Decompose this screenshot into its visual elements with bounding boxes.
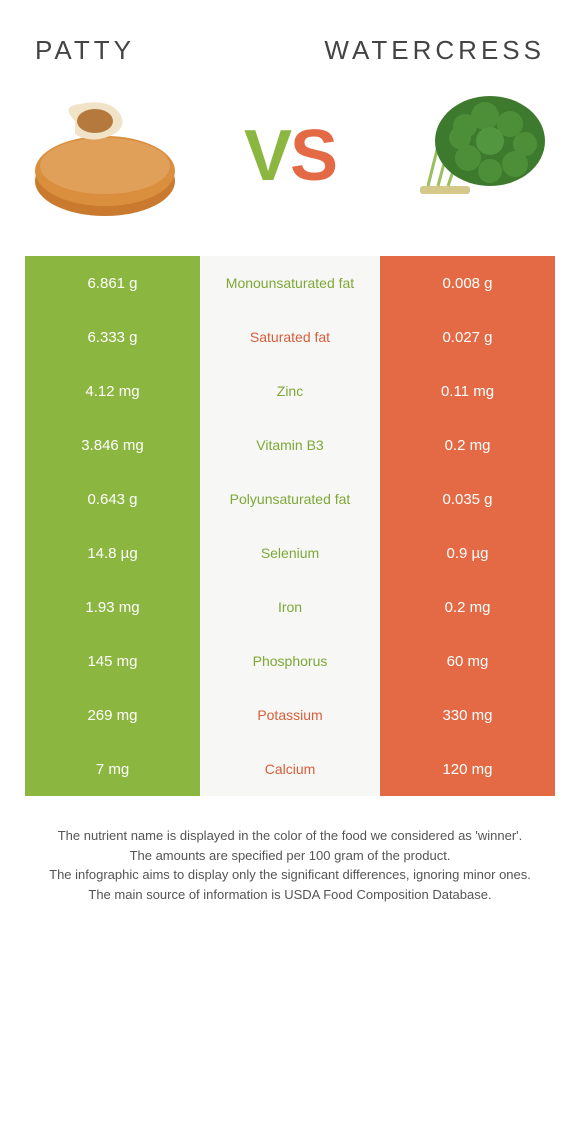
nutrient-label: Calcium xyxy=(201,742,379,796)
table-row: 6.333 gSaturated fat0.027 g xyxy=(25,310,555,364)
right-value: 120 mg xyxy=(380,742,555,796)
vs-v: V xyxy=(244,116,290,196)
left-value: 6.333 g xyxy=(25,310,200,364)
table-row: 6.861 gMonounsaturated fat0.008 g xyxy=(25,256,555,310)
note-line: The infographic aims to display only the… xyxy=(10,865,570,885)
nutrient-label: Potassium xyxy=(201,688,379,742)
food-name-left: Patty xyxy=(35,35,135,66)
left-value: 269 mg xyxy=(25,688,200,742)
food-image-left xyxy=(20,86,190,226)
nutrient-label: Polyunsaturated fat xyxy=(201,472,379,526)
nutrient-label: Phosphorus xyxy=(201,634,379,688)
vs-row: VS xyxy=(0,86,580,256)
left-value: 1.93 mg xyxy=(25,580,200,634)
table-row: 7 mgCalcium120 mg xyxy=(25,742,555,796)
nutrient-label: Saturated fat xyxy=(201,310,379,364)
table-row: 1.93 mgIron0.2 mg xyxy=(25,580,555,634)
right-value: 0.008 g xyxy=(380,256,555,310)
nutrient-label: Vitamin B3 xyxy=(201,418,379,472)
right-value: 60 mg xyxy=(380,634,555,688)
note-line: The main source of information is USDA F… xyxy=(10,885,570,905)
left-value: 145 mg xyxy=(25,634,200,688)
table-row: 3.846 mgVitamin B30.2 mg xyxy=(25,418,555,472)
nutrient-table: 6.861 gMonounsaturated fat0.008 g6.333 g… xyxy=(25,256,555,796)
left-value: 0.643 g xyxy=(25,472,200,526)
right-value: 0.027 g xyxy=(380,310,555,364)
food-name-right: Watercress xyxy=(324,35,545,66)
nutrient-label: Iron xyxy=(201,580,379,634)
right-value: 0.035 g xyxy=(380,472,555,526)
left-value: 4.12 mg xyxy=(25,364,200,418)
table-row: 14.8 µgSelenium0.9 µg xyxy=(25,526,555,580)
table-row: 4.12 mgZinc0.11 mg xyxy=(25,364,555,418)
right-value: 0.9 µg xyxy=(380,526,555,580)
food-image-right xyxy=(390,86,560,226)
note-line: The nutrient name is displayed in the co… xyxy=(10,826,570,846)
right-value: 330 mg xyxy=(380,688,555,742)
left-value: 7 mg xyxy=(25,742,200,796)
note-line: The amounts are specified per 100 gram o… xyxy=(10,846,570,866)
nutrient-label: Monounsaturated fat xyxy=(201,256,379,310)
nutrient-label: Selenium xyxy=(201,526,379,580)
footer-notes: The nutrient name is displayed in the co… xyxy=(0,796,580,904)
right-value: 0.2 mg xyxy=(380,580,555,634)
table-row: 269 mgPotassium330 mg xyxy=(25,688,555,742)
vs-s: S xyxy=(290,116,336,196)
table-row: 0.643 gPolyunsaturated fat0.035 g xyxy=(25,472,555,526)
header: Patty Watercress xyxy=(0,0,580,86)
right-value: 0.2 mg xyxy=(380,418,555,472)
right-value: 0.11 mg xyxy=(380,364,555,418)
vs-label: VS xyxy=(244,115,336,197)
left-value: 6.861 g xyxy=(25,256,200,310)
left-value: 14.8 µg xyxy=(25,526,200,580)
left-value: 3.846 mg xyxy=(25,418,200,472)
table-row: 145 mgPhosphorus60 mg xyxy=(25,634,555,688)
nutrient-label: Zinc xyxy=(201,364,379,418)
